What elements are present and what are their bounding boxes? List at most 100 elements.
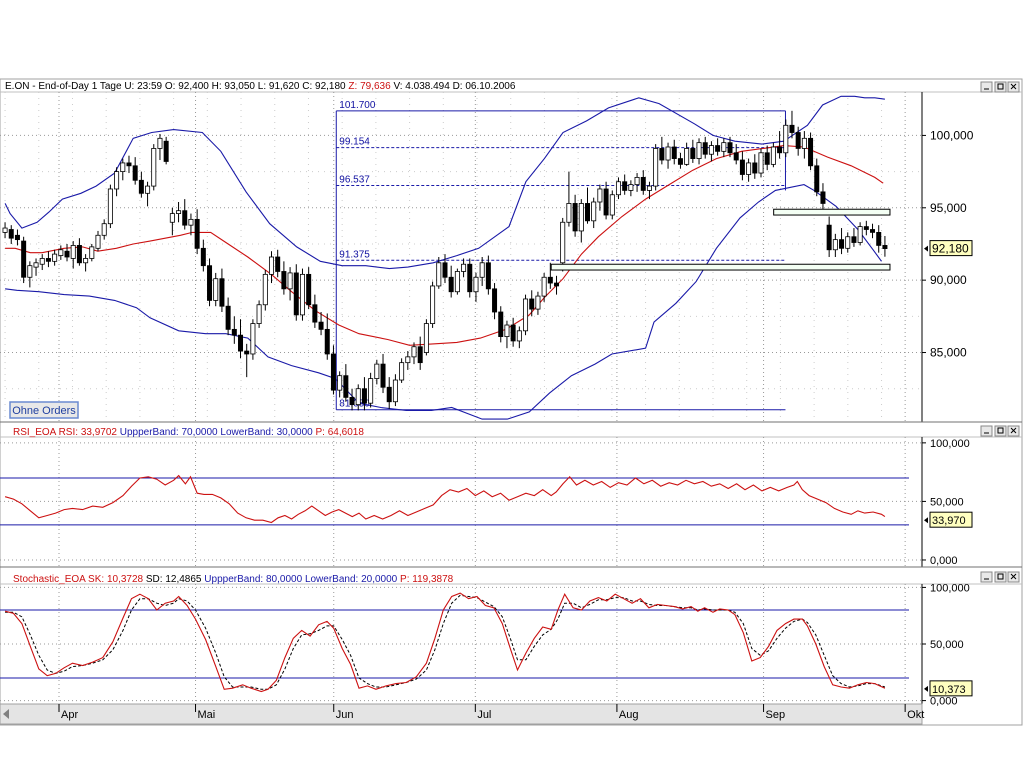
stoch-legend-label: UppperBand:	[204, 574, 266, 585]
fib-level-label: 91.375	[339, 249, 370, 260]
candlestick	[238, 319, 244, 359]
candlestick	[349, 388, 355, 411]
candle-body-down	[138, 179, 144, 194]
close-icon	[1010, 83, 1017, 90]
stoch-legend-value: 20,0000	[361, 574, 400, 585]
y-tick-label: 100,000	[930, 128, 974, 142]
candlestick	[628, 180, 634, 197]
candle-body-up	[287, 272, 293, 290]
grid	[0, 92, 922, 704]
candlestick	[89, 243, 95, 262]
candlestick	[207, 258, 213, 307]
candlestick	[194, 209, 200, 255]
candle-body-down	[281, 271, 287, 290]
scroll-left-icon[interactable]	[3, 709, 9, 719]
candlestick	[696, 138, 702, 165]
candle-body-up	[27, 265, 33, 278]
restore-button[interactable]	[994, 425, 1007, 437]
candle-body-down	[733, 152, 739, 161]
candle-body-up	[256, 304, 262, 324]
candle-body-down	[808, 137, 814, 167]
candle-body-up	[708, 145, 714, 155]
candlestick	[337, 371, 343, 398]
candle-body-down	[8, 229, 14, 239]
candlestick	[64, 243, 70, 262]
candle-body-down	[163, 140, 169, 162]
maximize-icon	[997, 573, 1004, 580]
candle-body-up	[783, 124, 789, 154]
y-tick-label: 85,000	[930, 346, 967, 360]
candle-body-down	[219, 278, 225, 307]
candle-body-down	[715, 145, 721, 152]
restore-button[interactable]	[994, 571, 1007, 583]
candlestick	[603, 181, 609, 220]
candle-body-up	[151, 148, 157, 187]
candlestick	[343, 364, 349, 402]
restore-button[interactable]	[994, 81, 1007, 93]
candlestick	[721, 138, 727, 158]
candle-body-up	[337, 375, 343, 391]
control-button-face	[994, 571, 1007, 583]
candle-body-up	[70, 245, 76, 259]
candle-body-down	[343, 375, 349, 398]
candlestick	[138, 171, 144, 198]
candle-body-up	[461, 263, 467, 272]
candlestick	[615, 177, 621, 200]
candlesticks	[2, 110, 888, 411]
candle-body-down	[547, 276, 553, 284]
minimize-button[interactable]	[980, 81, 993, 93]
candle-body-up	[646, 185, 652, 191]
close-button[interactable]	[1007, 425, 1020, 437]
candle-body-up	[436, 262, 442, 287]
control-button-face	[994, 425, 1007, 437]
candlestick	[380, 353, 386, 394]
candlestick	[83, 254, 89, 272]
candle-body-down	[851, 236, 857, 243]
candlestick	[120, 158, 126, 181]
close-icon	[1010, 573, 1017, 580]
candle-body-up	[523, 298, 529, 332]
candle-body-up	[770, 146, 776, 165]
candlestick	[665, 142, 671, 169]
candlestick	[52, 249, 58, 266]
stoch-title: Stochastic_EOA	[13, 574, 88, 585]
candle-body-down	[510, 324, 516, 342]
ohne-orders-button[interactable]: Ohne Orders	[9, 401, 79, 419]
candlestick	[708, 141, 714, 162]
candlestick	[566, 171, 572, 227]
candlestick	[473, 272, 479, 302]
header-z: Z: 79,636	[348, 81, 393, 92]
candlestick	[114, 167, 120, 197]
close-button[interactable]	[1007, 571, 1020, 583]
candlestick	[448, 265, 454, 298]
candlestick	[275, 249, 281, 278]
fib-level-label: 99.154	[339, 137, 370, 148]
candlestick	[281, 261, 287, 295]
candle-body-down	[690, 148, 696, 159]
close-button[interactable]	[1007, 81, 1020, 93]
candlestick	[101, 219, 107, 240]
stochastic-panel	[0, 592, 909, 693]
candlestick	[287, 267, 293, 301]
candle-body-down	[76, 245, 82, 264]
candle-body-down	[584, 203, 590, 222]
candlestick	[832, 233, 838, 257]
minimize-button[interactable]	[980, 425, 993, 437]
y-tick-label: 100,000	[930, 438, 970, 450]
candle-body-down	[21, 240, 27, 278]
rsi-legend-label: LowerBand:	[220, 427, 276, 438]
rsi-legend-label: P:	[316, 427, 328, 438]
candle-body-down	[492, 288, 498, 313]
candlestick	[169, 207, 175, 236]
candle-body-up	[516, 330, 522, 342]
candlestick	[485, 255, 491, 295]
candle-body-up	[801, 137, 807, 149]
candlestick	[882, 236, 888, 257]
candle-body-down	[777, 146, 783, 154]
last-value-label: 10,373	[932, 684, 966, 696]
candle-body-down	[498, 311, 504, 338]
candle-body-down	[603, 188, 609, 216]
minimize-button[interactable]	[980, 571, 993, 583]
last-value-label: 92,180	[932, 242, 969, 256]
